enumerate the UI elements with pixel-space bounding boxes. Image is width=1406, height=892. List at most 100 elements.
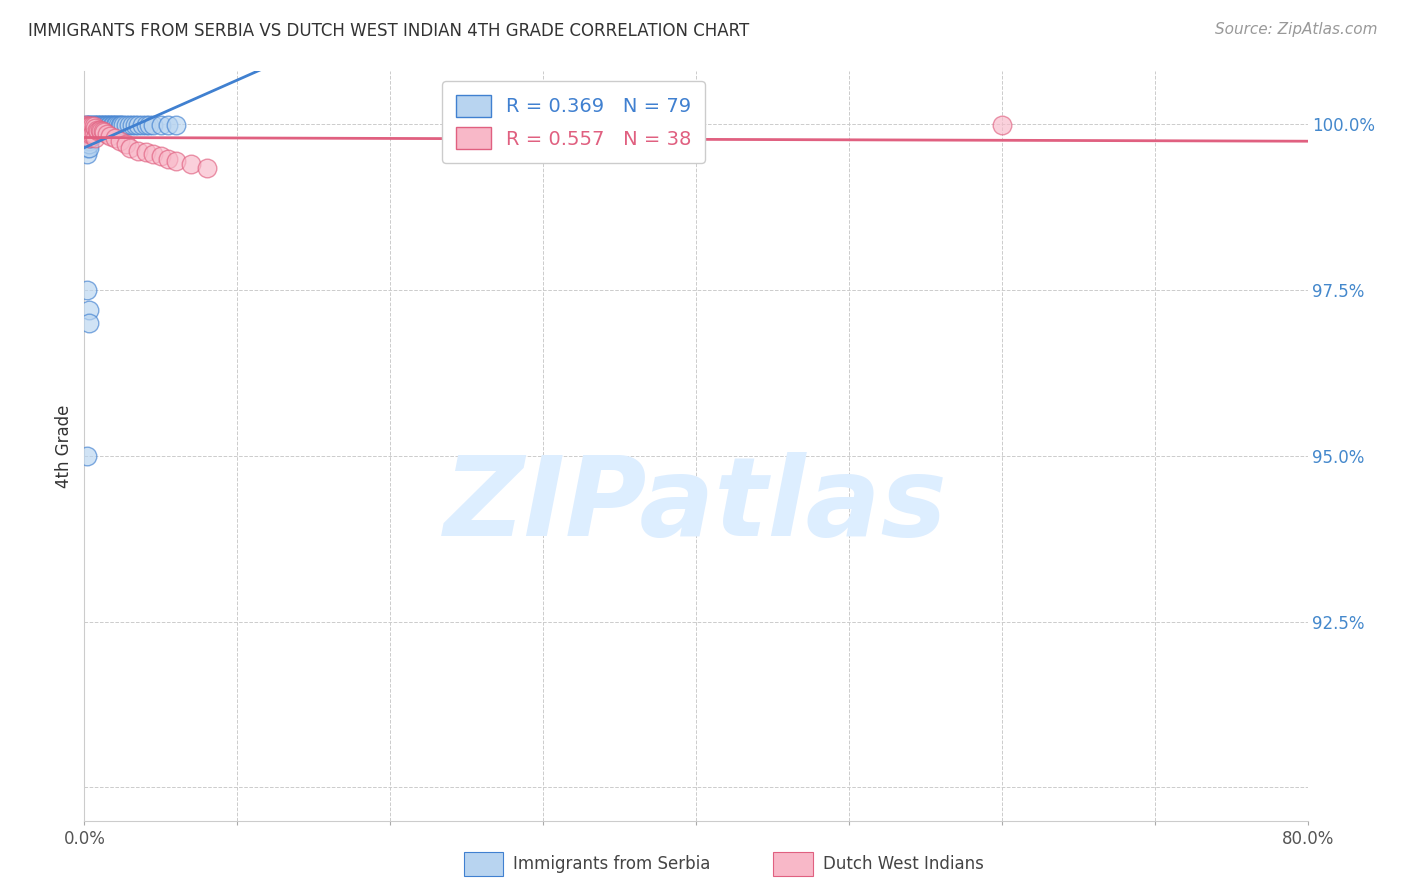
Point [107, 118, 129, 132]
Point [76, 128, 98, 142]
Point [77, 316, 100, 330]
Point [76, 119, 98, 133]
Point [101, 118, 124, 132]
Point [98, 129, 121, 144]
Point [77, 303, 100, 318]
Text: IMMIGRANTS FROM SERBIA VS DUTCH WEST INDIAN 4TH GRADE CORRELATION CHART: IMMIGRANTS FROM SERBIA VS DUTCH WEST IND… [28, 22, 749, 40]
Point [142, 118, 165, 132]
Point [80, 118, 103, 132]
Point [76, 283, 98, 297]
Point [77, 120, 100, 134]
Point [79, 119, 101, 133]
Point [75, 120, 97, 135]
Point [76, 124, 98, 138]
Point [77, 130, 100, 145]
Point [83, 119, 105, 133]
Point [76, 147, 98, 161]
Point [84, 124, 107, 138]
Point [103, 118, 125, 132]
Point [80, 124, 103, 138]
Point [75, 118, 97, 132]
Point [111, 118, 134, 132]
Point [75, 122, 97, 136]
Point [149, 149, 172, 163]
Point [80, 128, 103, 142]
Point [87, 124, 110, 138]
Point [75, 119, 97, 133]
Point [96, 128, 118, 142]
Point [77, 137, 100, 152]
Point [76, 140, 98, 154]
Point [124, 118, 146, 132]
Point [75, 121, 97, 136]
FancyBboxPatch shape [773, 852, 813, 876]
Point [93, 125, 115, 139]
Point [90, 124, 112, 138]
Text: Immigrants from Serbia: Immigrants from Serbia [513, 855, 710, 873]
FancyBboxPatch shape [464, 852, 503, 876]
Point [79, 124, 101, 138]
Point [79, 118, 101, 132]
Point [138, 118, 160, 132]
Point [121, 118, 143, 132]
Point [97, 118, 120, 132]
Point [75, 122, 97, 136]
Point [76, 128, 98, 142]
Point [104, 118, 127, 132]
Point [77, 130, 100, 145]
Point [75, 125, 97, 139]
Point [108, 134, 131, 148]
Point [91, 124, 114, 138]
Point [79, 128, 101, 142]
Point [86, 124, 108, 138]
Point [75, 120, 97, 134]
Point [75, 125, 97, 139]
Point [75, 120, 97, 135]
Point [75, 118, 97, 132]
Point [98, 118, 121, 132]
Point [76, 118, 98, 132]
Point [96, 118, 118, 132]
Point [104, 130, 127, 145]
Point [165, 118, 187, 132]
Point [84, 120, 107, 135]
Point [157, 152, 180, 166]
Point [157, 118, 180, 132]
Point [83, 128, 105, 142]
Point [84, 118, 107, 132]
Point [77, 118, 100, 132]
Point [77, 119, 100, 133]
Point [105, 118, 128, 132]
Point [89, 118, 111, 132]
Point [110, 118, 132, 132]
Point [114, 137, 136, 152]
Point [76, 449, 98, 463]
Point [77, 134, 100, 148]
Point [86, 118, 108, 132]
Point [86, 122, 108, 136]
Point [991, 118, 1014, 132]
Point [108, 118, 131, 132]
Point [80, 119, 103, 133]
Y-axis label: 4th Grade: 4th Grade [55, 404, 73, 488]
Point [79, 128, 101, 142]
Text: Dutch West Indians: Dutch West Indians [823, 855, 983, 873]
Point [79, 119, 101, 133]
Point [114, 118, 136, 132]
Point [142, 147, 165, 161]
Point [76, 120, 98, 134]
Point [79, 130, 101, 145]
Point [91, 118, 114, 132]
Point [80, 119, 103, 133]
Point [83, 119, 105, 133]
Point [76, 134, 98, 148]
Point [77, 140, 100, 154]
Point [93, 118, 115, 132]
Point [77, 124, 100, 138]
Point [76, 119, 98, 133]
Point [120, 140, 142, 154]
Point [131, 118, 153, 132]
Point [180, 157, 202, 171]
Point [127, 118, 149, 132]
Point [90, 118, 112, 132]
